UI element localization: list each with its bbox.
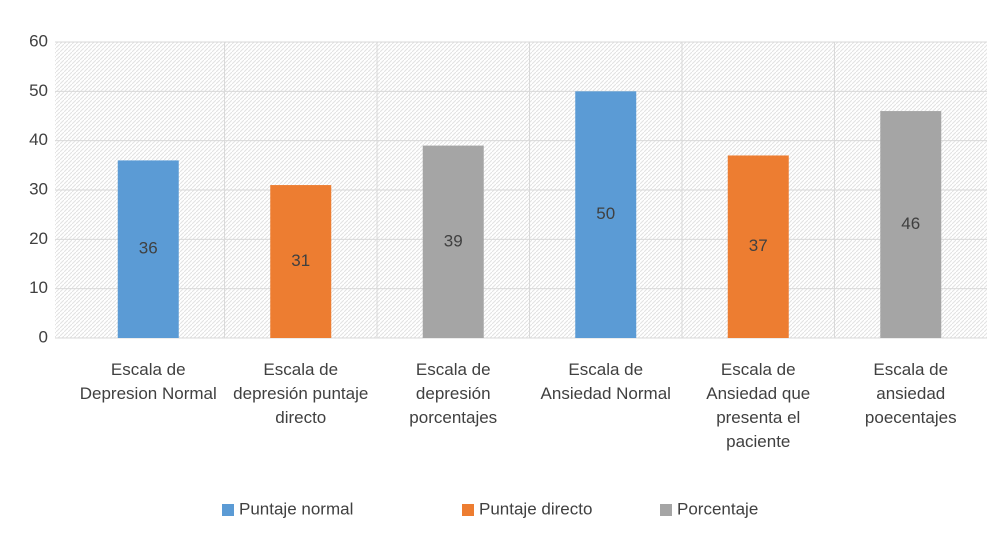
legend-swatch — [222, 504, 234, 516]
legend-swatch — [462, 504, 474, 516]
y-tick-label: 50 — [29, 81, 48, 100]
x-tick-label: Escala de Ansiedad Normal — [540, 360, 671, 403]
x-tick-label: Escala de depresión porcentajes — [409, 360, 498, 427]
bar — [117, 160, 179, 338]
y-tick-label: 60 — [29, 31, 48, 50]
data-label: 50 — [596, 204, 615, 223]
data-label: 39 — [444, 231, 463, 250]
bar — [422, 145, 484, 338]
legend-swatch — [660, 504, 672, 516]
x-tick-label: Escala de Ansiedad que presenta el pacie… — [706, 360, 811, 451]
legend-label: Puntaje directo — [479, 499, 592, 518]
data-label: 36 — [139, 239, 158, 258]
y-tick-label: 20 — [29, 229, 48, 248]
legend-label: Porcentaje — [677, 499, 758, 518]
y-tick-label: 0 — [39, 327, 48, 346]
y-tick-label: 40 — [29, 130, 48, 149]
legend-label: Puntaje normal — [239, 499, 353, 518]
data-label: 31 — [291, 251, 310, 270]
bar — [727, 155, 789, 338]
y-tick-label: 10 — [29, 278, 48, 297]
x-tick-label: Escala de ansiedad poecentajes — [864, 360, 957, 427]
bar — [880, 111, 942, 338]
data-label: 37 — [749, 236, 768, 255]
bar — [270, 185, 332, 338]
bar — [575, 91, 637, 338]
x-tick-label: Escala de depresión puntaje directo — [233, 360, 369, 427]
data-label: 46 — [901, 214, 920, 233]
x-tick-label: Escala de Depresion Normal — [79, 360, 217, 403]
y-tick-label: 30 — [29, 179, 48, 198]
